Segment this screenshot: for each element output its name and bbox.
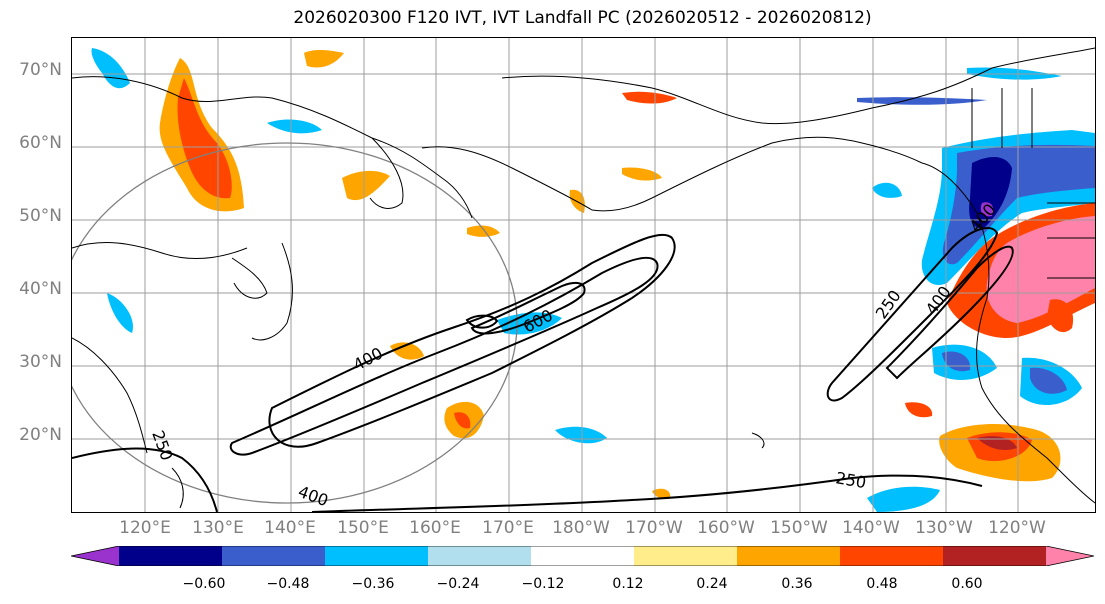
- lon-label-120e: 120°E: [119, 518, 171, 538]
- region-circle: [72, 142, 518, 504]
- colorbar-tick-4: −0.24: [436, 576, 480, 592]
- colorbar-segment: [840, 546, 944, 566]
- colorbar: [71, 546, 1094, 566]
- contour-label-400-b: 400: [296, 482, 331, 510]
- map-panel: 400 600 400 250 250 400 250 400: [71, 37, 1096, 513]
- contour-label-400-c: 400: [922, 282, 955, 318]
- colorbar-tick-7: 0.24: [696, 576, 728, 592]
- colorbar-segment: [737, 546, 841, 566]
- map-title: 2026020300 F120 IVT, IVT Landfall PC (20…: [293, 8, 872, 28]
- colorbar-segment: [531, 546, 635, 566]
- lat-label-60n: 60°N: [19, 133, 62, 153]
- lon-label-140e: 140°E: [264, 518, 316, 538]
- colorbar-right-arrow: [1046, 546, 1094, 566]
- lon-label-150e: 150°E: [337, 518, 389, 538]
- colorbar-segment: [119, 546, 223, 566]
- lat-label-40n: 40°N: [19, 279, 62, 299]
- lat-label-20n: 20°N: [19, 425, 62, 445]
- lon-label-160e: 160°E: [409, 518, 461, 538]
- lon-label-130e: 130°E: [192, 518, 244, 538]
- colorbar-tick-6: 0.12: [612, 576, 644, 592]
- lon-label-180w: 180°W: [552, 518, 610, 538]
- colorbar-segment: [943, 546, 1047, 566]
- contour-label-250-a: 250: [148, 428, 176, 463]
- lon-label-160w: 160°W: [697, 518, 755, 538]
- ivt-contours: [72, 227, 1014, 512]
- colorbar-tick-10: 0.60: [951, 576, 983, 592]
- lat-label-70n: 70°N: [19, 60, 62, 80]
- contour-label-250-c: 250: [834, 468, 867, 492]
- lat-label-30n: 30°N: [19, 352, 62, 372]
- map-canvas: 400 600 400 250 250 400 250 400: [72, 38, 1095, 512]
- lon-label-170w: 170°W: [625, 518, 683, 538]
- colorbar-tick-2: −0.48: [266, 576, 310, 592]
- colorbar-tick-8: 0.36: [781, 576, 813, 592]
- colorbar-tick-1: −0.60: [182, 576, 226, 592]
- contour-label-600: 600: [520, 305, 556, 336]
- lon-label-140w: 140°W: [842, 518, 900, 538]
- colorbar-segment: [428, 546, 532, 566]
- colorbar-left-arrow: [71, 546, 119, 566]
- contour-label-400-a: 400: [350, 343, 386, 374]
- colorbar-tick-9: 0.48: [866, 576, 898, 592]
- colorbar-segments: [119, 546, 1047, 566]
- lon-label-150w: 150°W: [770, 518, 828, 538]
- colorbar-segment: [325, 546, 429, 566]
- lon-label-170e: 170°E: [482, 518, 534, 538]
- lon-label-120w: 120°W: [988, 518, 1046, 538]
- lon-label-130w: 130°W: [915, 518, 973, 538]
- coastlines: [72, 47, 1095, 509]
- pc-shading: [91, 48, 1095, 512]
- lat-label-50n: 50°N: [19, 206, 62, 226]
- colorbar-segment: [222, 546, 326, 566]
- contour-label-250-b: 250: [872, 286, 905, 322]
- contour-labels: 400 600 400 250 250 400 250 400: [148, 200, 999, 510]
- colorbar-segment: [634, 546, 738, 566]
- colorbar-tick-3: −0.36: [351, 576, 395, 592]
- colorbar-tick-5: −0.12: [521, 576, 565, 592]
